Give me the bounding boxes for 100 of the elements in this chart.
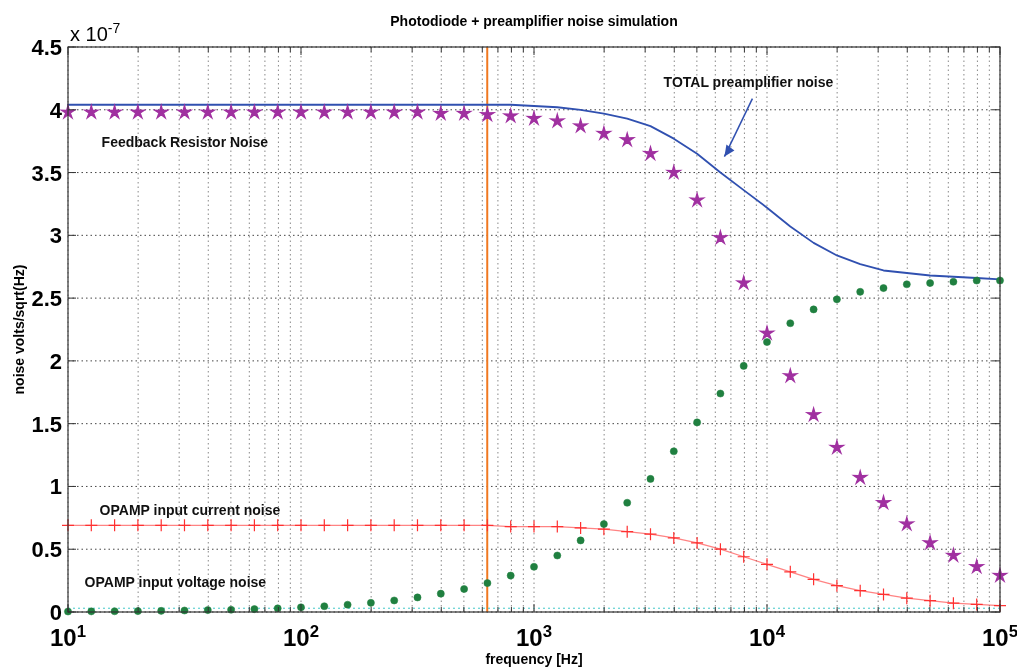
point [177,104,192,119]
y-tick-label: 4 [49,97,63,123]
point [852,470,868,484]
point [154,518,168,532]
point [527,520,541,534]
point [363,104,379,119]
chart-title: Photodiode + preamplifier noise simulation [390,13,678,29]
point [201,518,215,532]
point [341,518,355,532]
point [574,521,588,535]
point [433,105,449,120]
point [596,126,612,140]
point [739,362,748,370]
point [364,518,378,532]
point [480,518,495,532]
point [713,542,728,556]
point [600,520,608,528]
point [667,531,681,545]
x-tick-label: 10$^{3}$ [515,621,553,651]
point [224,518,238,532]
point [223,104,239,119]
point [646,475,655,483]
point [250,605,259,613]
text: x 10$^{-7}$ [70,20,121,45]
point [367,599,375,607]
point [340,104,355,119]
point [643,527,658,541]
point [387,518,401,532]
point [807,572,821,586]
point [833,295,841,304]
point [293,104,309,119]
point [693,418,701,427]
point [107,104,122,119]
series-label: OPAMP input voltage noise [84,574,267,591]
point [506,571,515,580]
point [84,518,98,532]
point [180,606,189,615]
text: TOTAL preamplifier noise [663,73,834,90]
point [620,525,634,539]
point [270,104,285,119]
point [970,597,984,612]
y-tick-label: 2.5 [31,286,62,312]
point [783,368,798,383]
point [643,146,658,160]
point [553,551,562,560]
point [763,338,771,346]
x-tick-label: 10$^{5}$ [981,621,1017,651]
point [689,192,705,207]
point [177,518,192,532]
point [806,407,821,422]
point [830,579,844,593]
series-label: Feedback Resistor Noise [101,134,269,151]
series-label: OPAMP input current noise [99,502,281,519]
point [879,284,888,292]
point [84,104,99,119]
point [273,604,282,613]
y-axis-title: noise volts/sqrt(Hz) [11,264,27,395]
point [480,107,495,122]
y-tick-label: 2 [49,348,62,374]
point [876,495,891,510]
point [902,280,911,289]
point [876,587,891,602]
y-tick-label: 0.5 [31,537,62,563]
point [669,447,678,456]
point [530,562,538,571]
point [457,518,471,532]
point [576,536,585,545]
point [153,104,169,119]
point [899,516,915,531]
y-tick-label: 1.5 [31,411,62,437]
point [436,589,445,598]
point [900,591,914,605]
point [809,305,818,314]
point [946,596,960,610]
point [434,518,448,532]
point [460,585,468,593]
point [737,550,751,564]
point [410,518,425,532]
point [550,113,565,128]
x-axis-title: frequency [Hz] [485,651,583,667]
point [619,132,635,147]
point [623,498,632,507]
point [247,518,262,532]
point [108,518,122,532]
point [317,518,331,532]
point [923,594,937,608]
point [131,518,145,532]
point [666,164,682,179]
point [716,389,725,398]
x-tick-label: 10$^{2}$ [282,621,320,651]
point [526,110,542,125]
y-tick-label: 3.5 [31,160,62,186]
point [503,108,518,123]
point [783,565,797,579]
point [413,593,422,602]
point [736,275,751,290]
point [829,439,845,454]
point [130,104,146,119]
point [343,600,352,609]
point [759,325,775,340]
